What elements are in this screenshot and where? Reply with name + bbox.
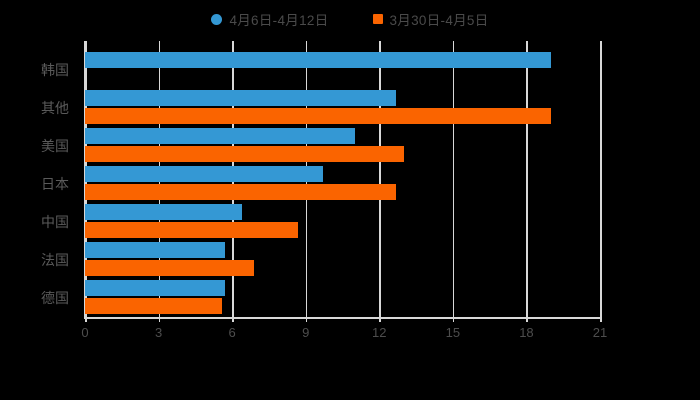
tick-mark-21 [600, 317, 602, 322]
bar-series-1[interactable] [85, 128, 355, 144]
x-axis-line [84, 317, 600, 319]
category-label: 美国 [41, 138, 69, 154]
bar-series-1[interactable] [85, 52, 551, 68]
bar-series-1[interactable] [85, 90, 397, 106]
plot-area: 0 3 6 9 12 15 18 21 韩国其他美国日本中国法国德国 [41, 41, 607, 340]
bar-series-2[interactable] [85, 298, 223, 314]
legend-label-series-2: 3月30日-4月5日 [389, 13, 489, 28]
tick-mark-9 [305, 317, 308, 322]
tick-mark-3 [158, 317, 161, 322]
y-axis-line [84, 41, 86, 318]
legend-dot-icon [211, 13, 223, 25]
bar-series-2[interactable] [85, 184, 397, 200]
tick-mark-6 [232, 317, 234, 322]
bar-series-2[interactable] [85, 260, 255, 276]
x-tick-label: 0 [81, 325, 89, 340]
bar-row: 韩国 [41, 51, 600, 89]
x-tick-label: 15 [445, 325, 461, 340]
bar-series-2[interactable] [85, 108, 551, 124]
legend-item-series-2[interactable]: 3月30日-4月5日 [372, 9, 489, 29]
category-label: 其他 [41, 100, 69, 116]
tick-mark-18 [526, 317, 528, 322]
bar-row: 其他 [41, 89, 600, 127]
category-label: 中国 [41, 214, 69, 230]
bar-series-2[interactable] [85, 222, 299, 238]
bar-row: 中国 [41, 203, 600, 241]
bar-row: 日本 [41, 165, 600, 203]
bar-series-1[interactable] [85, 280, 225, 296]
x-tick-label: 12 [372, 325, 387, 340]
bar-row: 法国 [41, 241, 600, 279]
bar-series-2[interactable] [85, 146, 404, 162]
category-label: 日本 [41, 176, 69, 192]
x-tick-label: 21 [592, 325, 608, 340]
tick-mark-15 [452, 317, 455, 322]
tick-mark-12 [379, 317, 381, 322]
gridline-21 [600, 41, 602, 317]
legend-item-series-1[interactable]: 4月6日-4月12日 [211, 9, 328, 29]
category-label: 德国 [41, 290, 69, 306]
category-label: 法国 [41, 252, 69, 268]
gridline-12 [379, 41, 381, 317]
x-tick-label: 18 [519, 325, 534, 340]
legend-label-series-1: 4月6日-4月12日 [229, 13, 329, 28]
bar-row: 德国 [41, 279, 600, 317]
gridline-15 [452, 41, 455, 317]
x-tick-label: 6 [228, 325, 236, 340]
x-tick-label: 3 [154, 325, 163, 340]
bar-series-1[interactable] [85, 166, 323, 182]
category-label: 韩国 [41, 62, 69, 78]
bar-series-1[interactable] [85, 242, 225, 258]
bar-row: 美国 [41, 127, 600, 165]
chart-legend: 4月6日-4月12日 3月30日-4月5日 [0, 8, 700, 30]
bar-series-1[interactable] [85, 204, 242, 220]
gridline-18 [526, 41, 528, 317]
x-tick-label: 9 [302, 325, 310, 340]
tick-mark-0 [85, 317, 87, 322]
legend-square-icon [372, 14, 383, 24]
